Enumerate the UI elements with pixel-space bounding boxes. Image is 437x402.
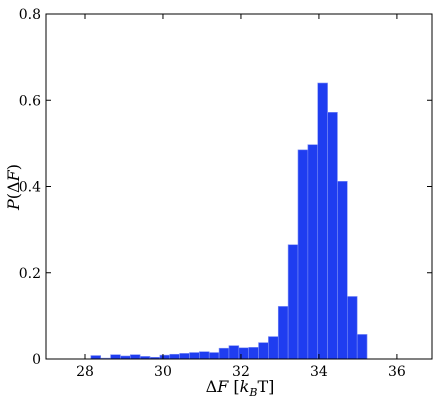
histogram-bar	[248, 347, 259, 360]
y-tick-label: 0	[32, 352, 41, 368]
histogram-bar	[347, 296, 358, 360]
histogram-bar	[268, 336, 279, 360]
histogram-bar	[238, 347, 249, 360]
histogram-bar	[356, 334, 368, 360]
histogram-bar	[228, 345, 240, 360]
histogram-bar	[169, 353, 180, 360]
histogram-bar	[159, 354, 171, 360]
x-tick-label: 36	[388, 364, 406, 380]
histogram-bar	[287, 244, 299, 360]
histogram-bar	[208, 352, 220, 360]
histogram-bar	[297, 149, 309, 360]
histogram-bar	[110, 354, 121, 360]
y-ticks: 0 0.2 0.4 0.6 0.8	[19, 7, 432, 368]
histogram-bar	[337, 181, 348, 360]
x-ticks: 28 30 32 34 36	[76, 14, 406, 380]
plot-frame	[45, 13, 433, 360]
x-tick-label: 30	[154, 364, 172, 380]
x-axis-label: ΔF [kBT]	[206, 377, 275, 399]
histogram-bar	[199, 351, 210, 360]
y-tick-label: 0.4	[19, 180, 41, 196]
histogram-bar	[307, 144, 319, 360]
histogram-bar	[277, 306, 289, 360]
histogram-bar	[179, 353, 190, 360]
histogram-bar	[129, 354, 141, 360]
histogram-bar	[317, 82, 328, 360]
histogram-bar	[90, 355, 102, 360]
y-tick-label: 0.6	[19, 93, 41, 109]
bars-group	[90, 82, 368, 360]
y-tick-label: 0.8	[19, 7, 41, 23]
histogram-bar	[189, 352, 200, 360]
x-tick-label: 28	[76, 364, 94, 380]
x-tick-label: 34	[310, 364, 328, 380]
x-tick-label: 32	[232, 364, 250, 380]
y-tick-label: 0.2	[19, 266, 41, 282]
histogram-bar	[218, 347, 230, 360]
histogram-bar	[258, 342, 269, 360]
y-axis-label: P(ΔF)	[4, 164, 23, 211]
histogram-bar	[327, 112, 338, 360]
